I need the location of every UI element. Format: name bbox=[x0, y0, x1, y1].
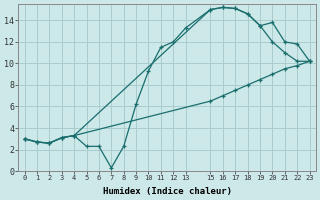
X-axis label: Humidex (Indice chaleur): Humidex (Indice chaleur) bbox=[103, 187, 232, 196]
